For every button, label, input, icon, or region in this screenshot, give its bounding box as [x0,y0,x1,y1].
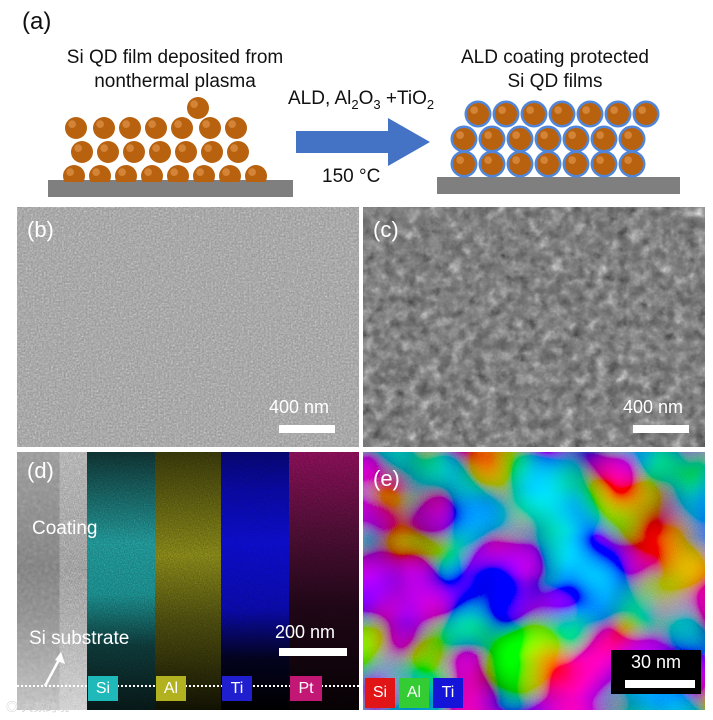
process-arrow-icon [296,118,430,166]
arrow-label: ALD, Al2O3 +TiO2 [288,88,434,112]
coated-qd-particle [506,125,534,153]
arrow-label-mid2: +TiO [380,88,427,109]
coated-qd-particle [576,100,604,128]
panel-a-label: (a) [22,8,52,35]
coated-qd-particle [520,100,548,128]
coated-qd-particle [562,150,590,178]
panel-b-scale-bar [279,425,335,433]
panel-b-scale-label: 400 nm [269,397,330,417]
panel-c: (c) 400 nm [363,207,705,447]
coated-qd-particle [548,100,576,128]
coated-qd-particle [478,150,506,178]
left-title: Si QD film deposited from nonthermal pla… [40,46,310,94]
qd-particle [199,117,221,139]
coated-qd-particle [562,125,590,153]
panel-e-scale-bar [625,680,695,688]
panel-b-label: (b) [27,217,54,242]
arrow-label-mid: O [358,88,374,109]
right-substrate [437,177,680,194]
panel-e: (e) 30 nm Si Al Ti [363,452,705,710]
right-title: ALD coating protected Si QD films [420,46,690,94]
qd-particle [187,97,209,119]
panel-c-label: (c) [373,217,399,242]
arrow-label-sub3: 2 [426,96,435,112]
qd-particle [167,165,189,182]
substrate-pointer-arrow-icon [43,652,65,687]
e-al-tag: Al [399,678,429,708]
tem-cross-section [17,452,87,710]
qd-particle [115,165,137,182]
qd-particle [145,117,167,139]
arrow-label-prefix: ALD, Al [288,88,352,109]
coated-qd-particle [590,150,618,178]
coating-label: Coating [32,518,98,539]
right-qd-film [450,100,660,178]
left-title-line2: nonthermal plasma [94,71,256,92]
panel-e-scale-label: 30 nm [631,652,682,672]
left-substrate [48,180,293,197]
panel-a: (a) Si QD film deposited from nonthermal… [0,0,713,205]
watermark-logo-icon: ◎ [6,700,22,714]
qd-particle [201,141,223,163]
qd-particle [119,117,141,139]
coated-qd-particle [604,100,632,128]
qd-particle [123,141,145,163]
temperature-label: 150 °C [322,166,381,187]
panel-c-scale-label: 400 nm [623,397,684,417]
qd-particle [65,117,87,139]
substrate-label: Si substrate [29,628,130,649]
watermark-text: 大数跨境 [21,700,70,714]
qd-particle [97,141,119,163]
qd-particle [225,117,247,139]
right-title-line2: Si QD films [507,71,603,92]
coated-qd-particle [534,125,562,153]
al-map-tag: Al [156,676,186,701]
ti-map-tag: Ti [222,676,252,701]
coated-qd-particle [464,100,492,128]
coated-qd-particle [618,125,646,153]
qd-particle [193,165,215,182]
arrow-label-sub1: 2 [351,96,359,112]
qd-particle [171,117,193,139]
qd-particle [141,165,163,182]
e-ti-tag: Ti [433,678,463,708]
arrow-label-sub2: 3 [373,96,381,112]
eds-noise-overlay [87,452,359,710]
panel-c-scale-bar [633,425,689,433]
coated-qd-particle [450,150,478,178]
coated-qd-particle [478,125,506,153]
coated-qd-particle [450,125,478,153]
si-map-tag: Si [88,676,118,701]
panel-e-label: (e) [373,466,400,491]
qd-particle [93,117,115,139]
qd-particle [175,141,197,163]
coated-qd-particle [618,150,646,178]
panel-b: (b) 400 nm [17,207,359,447]
e-si-tag: Si [365,678,395,708]
qd-particle [89,165,111,182]
coated-qd-particle [632,100,660,128]
watermark: ◎ 大数跨境 [6,698,69,715]
coated-qd-particle [590,125,618,153]
coated-qd-particle [506,150,534,178]
panel-d-label: (d) [27,458,54,483]
qd-particle [63,165,85,182]
qd-particle [71,141,93,163]
qd-particle [245,165,267,182]
right-title-line1: ALD coating protected [460,47,649,68]
panel-c-sem-image [363,207,705,447]
panel-d-scale-bar [279,648,347,656]
qd-particle [149,141,171,163]
coated-qd-particle [492,100,520,128]
panel-b-sem-image [17,207,359,447]
left-qd-film [63,97,267,182]
pt-map-tag: Pt [290,676,322,701]
panel-d-scale-label: 200 nm [275,622,336,642]
panel-d: (d) Coating Si substrate 200 nm Si Al Ti… [17,452,359,710]
left-title-line1: Si QD film deposited from [66,47,284,68]
interface-dotted-line [17,685,359,687]
qd-particle [227,141,249,163]
qd-particle [219,165,241,182]
coated-qd-particle [534,150,562,178]
